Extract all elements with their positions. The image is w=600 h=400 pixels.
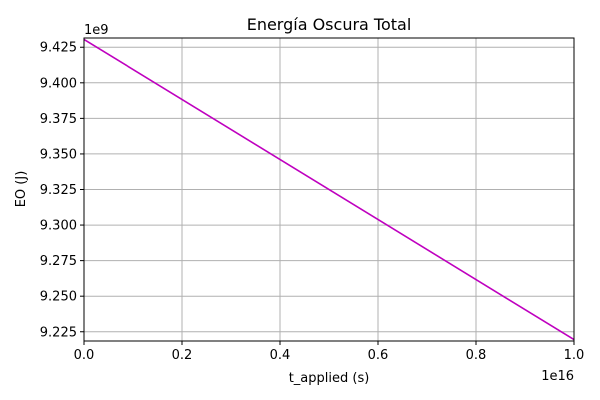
y-tick-label: 9.375 bbox=[40, 112, 77, 127]
axis-ticks: 0.0 0.2 0.4 0.6 0.8 1.0 9.225 9.250 9.275 9.300 9.… bbox=[40, 41, 585, 363]
series-layer bbox=[83, 38, 575, 341]
y-tick-label: 9.400 bbox=[40, 76, 77, 91]
y-offset-label: 1e9 bbox=[84, 23, 109, 38]
y-tick-label: 9.300 bbox=[40, 219, 77, 234]
x-tick-label: 0.4 bbox=[270, 348, 291, 363]
x-offset-label: 1e16 bbox=[541, 369, 574, 384]
x-tick-label: 0.0 bbox=[74, 348, 95, 363]
x-tick-label: 0.6 bbox=[368, 348, 389, 363]
y-axis-label: EO (J) bbox=[14, 171, 29, 208]
y-tick-label: 9.275 bbox=[40, 254, 77, 269]
y-tick-label: 9.425 bbox=[40, 41, 77, 56]
x-tick-label: 1.0 bbox=[564, 348, 585, 363]
series-line-0 bbox=[83, 38, 575, 341]
x-axis-label: t_applied (s) bbox=[289, 371, 370, 386]
y-tick-label: 9.350 bbox=[40, 147, 77, 162]
x-tick-label: 0.8 bbox=[466, 348, 487, 363]
y-tick-label: 9.325 bbox=[40, 183, 77, 198]
chart-title: Energía Oscura Total bbox=[247, 15, 412, 34]
y-tick-label: 9.225 bbox=[40, 325, 77, 340]
x-tick-label: 0.2 bbox=[172, 348, 193, 363]
y-tick-label: 9.250 bbox=[40, 290, 77, 305]
